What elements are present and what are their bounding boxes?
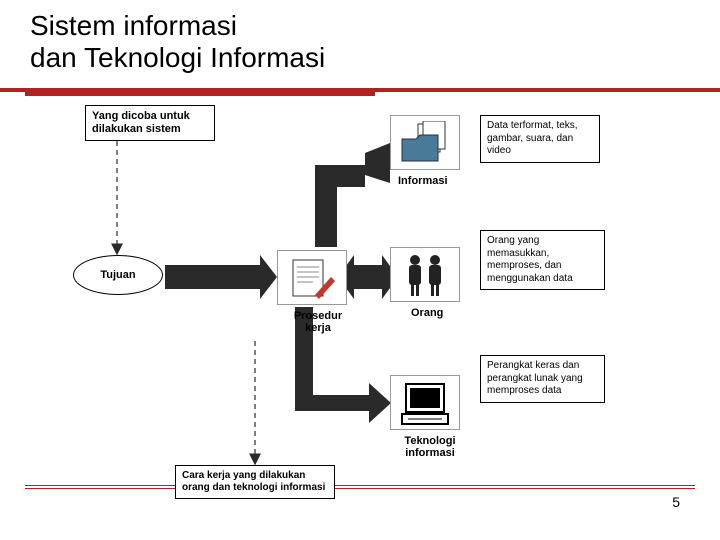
label-teknologi: Teknologi informasi	[391, 435, 469, 459]
desc-teknologi: Perangkat keras dan perangkat lunak yang…	[480, 355, 605, 403]
document-pen-icon	[287, 257, 337, 299]
people-icon	[397, 252, 453, 298]
icon-prosedur	[277, 250, 347, 305]
desc-informasi: Data terformat, teks, gambar, suara, dan…	[480, 115, 600, 163]
icon-orang	[390, 247, 460, 302]
computer-icon	[398, 380, 452, 426]
icon-informasi	[390, 115, 460, 170]
box-sistem: Yang dicoba untuk dilakukan sistem	[85, 105, 215, 141]
title-line-2: dan Teknologi Informasi	[30, 42, 325, 73]
box-sistem-text: Yang dicoba untuk dilakukan sistem	[92, 110, 190, 135]
slide-title: Sistem informasi dan Teknologi Informasi	[30, 10, 325, 74]
folder-papers-icon	[398, 121, 452, 165]
title-line-1: Sistem informasi	[30, 10, 237, 41]
desc-orang: Orang yang memasukkan, memproses, dan me…	[480, 230, 605, 290]
page-number: 5	[672, 494, 680, 510]
box-cara-kerja: Cara kerja yang dilakukan orang dan tekn…	[175, 465, 335, 499]
label-prosedur: Prosedur kerja	[283, 310, 353, 334]
label-orang: Orang	[411, 307, 443, 319]
ellipse-tujuan-text: Tujuan	[100, 269, 135, 281]
diagram-arrows	[55, 105, 665, 505]
label-informasi: Informasi	[398, 175, 448, 187]
title-rule-thick	[25, 88, 375, 96]
icon-teknologi	[390, 375, 460, 430]
diagram-canvas: Yang dicoba untuk dilakukan sistem Tujua…	[55, 105, 665, 505]
ellipse-tujuan: Tujuan	[73, 255, 163, 295]
